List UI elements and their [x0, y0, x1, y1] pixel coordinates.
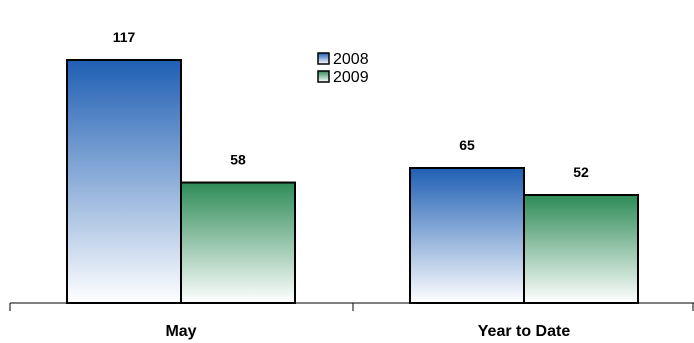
- x-axis: May Year to Date: [9, 302, 694, 340]
- data-label-may-2009: 58: [230, 152, 246, 168]
- bars-group: [66, 59, 639, 305]
- bar-may-2008: [66, 59, 182, 304]
- bar-year-to-date-2008: [409, 167, 525, 304]
- bar-year-to-date-2009: [523, 194, 639, 304]
- legend-swatch-2009: [317, 70, 330, 83]
- data-label-year-to-date-2008: 65: [459, 137, 475, 153]
- x-tick-label-year-to-date: Year to Date: [478, 323, 571, 340]
- legend-label-2009: 2009: [333, 69, 369, 86]
- data-label-may-2008: 117: [113, 29, 136, 45]
- x-tick-label-may: May: [165, 323, 196, 340]
- legend-label-2008: 2008: [333, 51, 369, 68]
- bar-may-2009: [180, 181, 296, 305]
- value-labels-group: 117 58 65 52: [113, 29, 589, 180]
- data-label-year-to-date-2009: 52: [573, 164, 589, 180]
- legend-swatch-2008: [317, 52, 330, 65]
